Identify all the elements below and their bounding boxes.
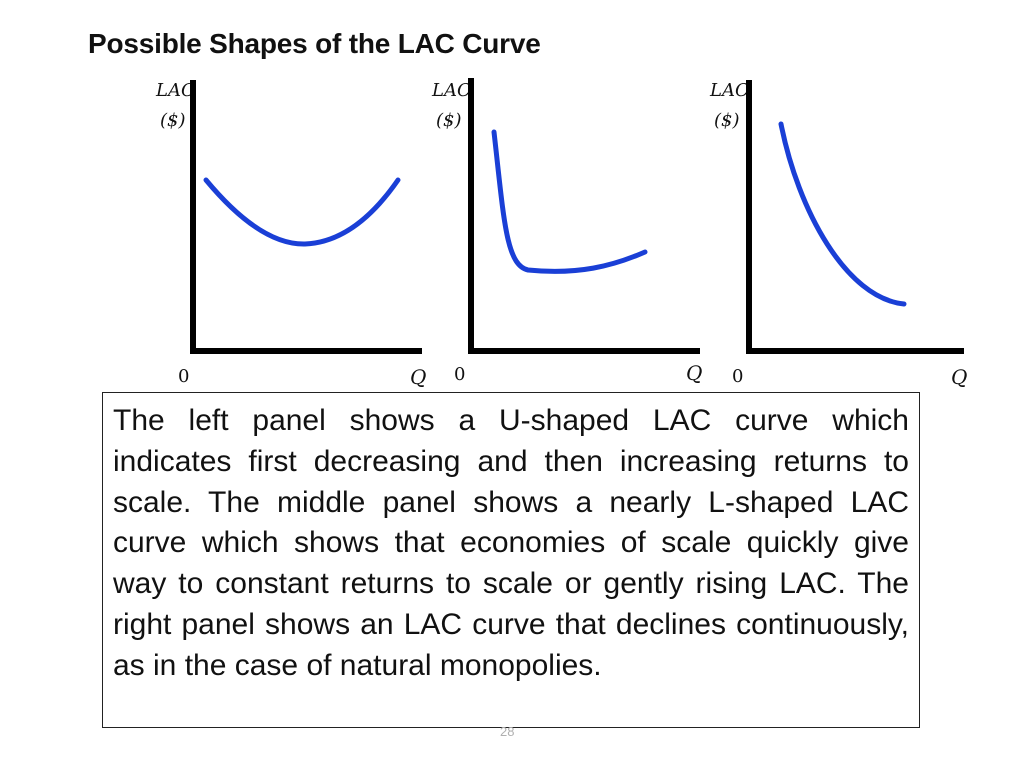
x-axis-label: Q <box>951 365 967 389</box>
description-text: The left panel shows a U-shaped LAC curv… <box>113 404 909 682</box>
page-number: 28 <box>500 724 515 739</box>
y-axis-label: LAC <box>709 80 749 101</box>
description-box: The left panel shows a U-shaped LAC curv… <box>102 392 920 728</box>
panel-left: LAC ($) 0 Q <box>155 80 426 389</box>
y-axis-label: LAC <box>155 80 195 101</box>
y-axis-label: LAC <box>431 80 471 101</box>
origin-label: 0 <box>178 366 189 387</box>
lac-curve-l-shaped <box>491 129 648 274</box>
panel-middle: LAC ($) 0 Q <box>431 78 702 385</box>
origin-label: 0 <box>732 366 743 387</box>
origin-label: 0 <box>454 364 465 385</box>
slide-title: Possible Shapes of the LAC Curve <box>88 28 541 59</box>
lac-curve-u-shaped <box>203 177 401 247</box>
panel-right: LAC ($) 0 Q <box>709 80 967 389</box>
x-axis-label: Q <box>686 361 702 385</box>
y-axis-unit: ($) <box>714 110 740 131</box>
y-axis-unit: ($) <box>436 110 462 131</box>
x-axis-label: Q <box>410 365 426 389</box>
y-axis-unit: ($) <box>160 110 186 131</box>
lac-curve-declining <box>778 121 907 307</box>
